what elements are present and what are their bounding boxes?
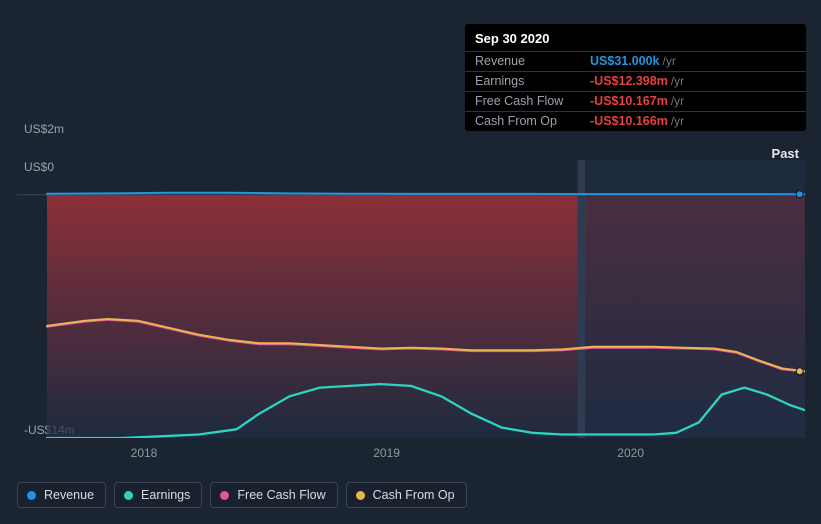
y-tick-label: US$2m [24, 122, 64, 136]
x-tick-label: 2018 [131, 446, 158, 460]
legend-label: Revenue [44, 488, 94, 502]
tooltip-row-label: Earnings [475, 74, 590, 88]
tooltip-date: Sep 30 2020 [465, 24, 806, 51]
tooltip-row: Revenue US$31.000k /yr [465, 51, 806, 71]
legend-item-earnings[interactable]: Earnings [114, 482, 202, 508]
tooltip-row-value: -US$12.398m [590, 74, 668, 88]
time-segment-label: Past [772, 146, 799, 161]
tooltip-row-suffix: /yr [663, 54, 676, 68]
tooltip-row-value: -US$10.167m [590, 94, 668, 108]
legend-label: Earnings [141, 488, 190, 502]
legend-item-fcf[interactable]: Free Cash Flow [210, 482, 337, 508]
tooltip-row-label: Revenue [475, 54, 590, 68]
legend-item-revenue[interactable]: Revenue [17, 482, 106, 508]
tooltip-box: Sep 30 2020 Revenue US$31.000k /yr Earni… [465, 24, 806, 131]
legend-label: Cash From Op [373, 488, 455, 502]
tooltip-row-value: -US$10.166m [590, 114, 668, 128]
tooltip-row: Earnings -US$12.398m /yr [465, 71, 806, 91]
x-tick-label: 2020 [617, 446, 644, 460]
legend-dot-icon [356, 491, 365, 500]
tooltip-row-label: Cash From Op [475, 114, 590, 128]
legend-dot-icon [124, 491, 133, 500]
legend-item-cfo[interactable]: Cash From Op [346, 482, 467, 508]
tooltip-row-suffix: /yr [671, 94, 684, 108]
x-axis-labels: 2018 2019 2020 [17, 446, 805, 462]
legend-label: Free Cash Flow [237, 488, 325, 502]
tooltip-row-suffix: /yr [671, 74, 684, 88]
tooltip-row-suffix: /yr [671, 114, 684, 128]
chart-legend: Revenue Earnings Free Cash Flow Cash Fro… [17, 482, 467, 508]
legend-dot-icon [27, 491, 36, 500]
legend-dot-icon [220, 491, 229, 500]
tooltip-row: Free Cash Flow -US$10.167m /yr [465, 91, 806, 111]
tooltip-row-value: US$31.000k [590, 54, 660, 68]
financial-chart [17, 160, 805, 438]
tooltip-row: Cash From Op -US$10.166m /yr [465, 111, 806, 131]
x-tick-label: 2019 [373, 446, 400, 460]
tooltip-row-label: Free Cash Flow [475, 94, 590, 108]
